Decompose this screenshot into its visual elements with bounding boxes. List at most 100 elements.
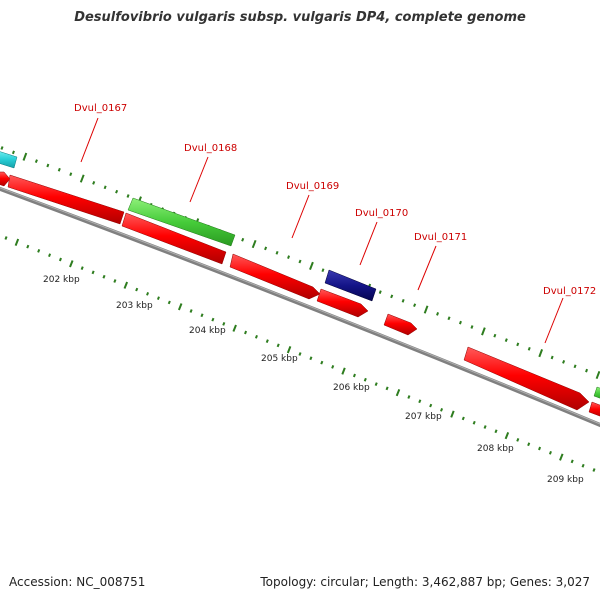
- minor-tick: [254, 334, 258, 339]
- gene-feature-green[interactable]: [127, 197, 236, 247]
- minor-tick: [562, 360, 566, 364]
- gene-feature-red[interactable]: [7, 174, 125, 225]
- minor-tick: [570, 459, 574, 464]
- gene-feature-red[interactable]: [0, 171, 11, 187]
- minor-tick: [550, 355, 554, 360]
- minor-tick: [135, 287, 139, 292]
- minor-tick: [37, 249, 41, 253]
- gene-feature-red[interactable]: [121, 212, 227, 265]
- minor-tick: [321, 268, 325, 273]
- minor-tick: [573, 364, 577, 369]
- major-tick: [395, 389, 401, 397]
- minor-tick: [527, 442, 531, 447]
- gene-feature-red[interactable]: [229, 253, 321, 300]
- minor-tick: [472, 420, 476, 425]
- major-tick: [14, 238, 20, 246]
- minor-tick: [80, 266, 84, 270]
- minor-tick: [538, 446, 542, 451]
- lower-tick-track: [4, 236, 596, 472]
- minor-tick: [0, 146, 4, 150]
- major-tick: [69, 260, 74, 268]
- kbp-label: 202 kbp: [43, 275, 80, 285]
- minor-tick: [189, 309, 193, 313]
- minor-tick: [548, 450, 552, 455]
- gene-label[interactable]: Dvul_0167: [74, 103, 127, 114]
- gene-leader-line: [417, 245, 437, 291]
- major-tick: [341, 367, 346, 375]
- minor-tick: [156, 296, 160, 300]
- minor-tick: [241, 237, 245, 242]
- minor-tick: [91, 270, 95, 275]
- minor-tick: [102, 274, 106, 279]
- minor-tick: [352, 373, 356, 378]
- minor-tick: [11, 150, 15, 155]
- minor-tick: [413, 303, 417, 307]
- major-tick: [538, 349, 544, 358]
- minor-tick: [113, 279, 117, 283]
- gene-label[interactable]: Dvul_0168: [184, 143, 237, 154]
- minor-tick: [146, 292, 150, 296]
- gene-label[interactable]: Dvul_0170: [355, 208, 408, 219]
- major-tick: [504, 432, 510, 440]
- major-tick: [450, 410, 455, 418]
- gene-label[interactable]: Dvul_0171: [414, 232, 467, 243]
- kbp-label: 203 kbp: [116, 301, 153, 311]
- gene-feature-red[interactable]: [316, 288, 369, 318]
- minor-tick: [458, 320, 462, 325]
- major-tick: [251, 239, 257, 249]
- gene-leader-line: [189, 156, 209, 203]
- minor-tick: [69, 172, 73, 177]
- gene-feature-red[interactable]: [383, 313, 418, 336]
- minor-tick: [493, 333, 497, 338]
- kbp-label: 204 kbp: [189, 326, 226, 336]
- minor-tick: [115, 189, 119, 194]
- genome-backbone: [0, 186, 600, 428]
- gene-feature-red[interactable]: [463, 346, 590, 411]
- minor-tick: [48, 253, 52, 258]
- gene-leader-line: [359, 221, 378, 266]
- kbp-label: 206 kbp: [333, 383, 370, 393]
- minor-tick: [390, 294, 394, 299]
- kbp-label: 205 kbp: [261, 354, 298, 364]
- minor-tick: [244, 330, 248, 335]
- minor-tick: [34, 159, 38, 163]
- minor-tick: [494, 429, 498, 434]
- minor-tick: [57, 167, 61, 172]
- minor-tick: [200, 313, 204, 318]
- minor-tick: [461, 416, 465, 421]
- major-tick: [309, 261, 314, 270]
- minor-tick: [581, 463, 585, 468]
- minor-tick: [385, 386, 389, 391]
- minor-tick: [126, 194, 130, 198]
- major-tick: [123, 281, 129, 289]
- accession-text: Accession: NC_008751: [9, 575, 146, 589]
- minor-tick: [436, 312, 440, 316]
- minor-tick: [483, 425, 487, 429]
- kbp-label: 208 kbp: [477, 444, 514, 454]
- minor-tick: [504, 338, 508, 342]
- gene-feature-red[interactable]: [588, 401, 600, 418]
- minor-tick: [429, 403, 433, 408]
- major-tick: [423, 305, 429, 314]
- minor-tick: [585, 368, 589, 373]
- minor-tick: [211, 317, 215, 322]
- gene-label[interactable]: Dvul_0169: [286, 181, 339, 192]
- minor-tick: [264, 246, 268, 251]
- gene-label[interactable]: Dvul_0172: [543, 286, 596, 297]
- kbp-label: 209 kbp: [547, 475, 584, 485]
- minor-tick: [275, 250, 279, 255]
- genome-title: Desulfovibrio vulgaris subsp. vulgaris D…: [74, 10, 526, 25]
- gene-feature-green[interactable]: [593, 386, 600, 400]
- major-tick: [595, 370, 600, 380]
- major-tick: [79, 174, 85, 183]
- minor-tick: [516, 438, 520, 442]
- minor-tick: [222, 322, 226, 326]
- genome-summary-text: Topology: circular; Length: 3,462,887 bp…: [260, 575, 590, 589]
- minor-tick: [309, 356, 313, 361]
- minor-tick: [287, 255, 291, 259]
- minor-tick: [447, 316, 451, 321]
- minor-tick: [103, 185, 107, 190]
- gene-feature-navy[interactable]: [324, 269, 377, 302]
- gene-feature-cyan[interactable]: [0, 150, 18, 169]
- major-tick: [286, 346, 292, 354]
